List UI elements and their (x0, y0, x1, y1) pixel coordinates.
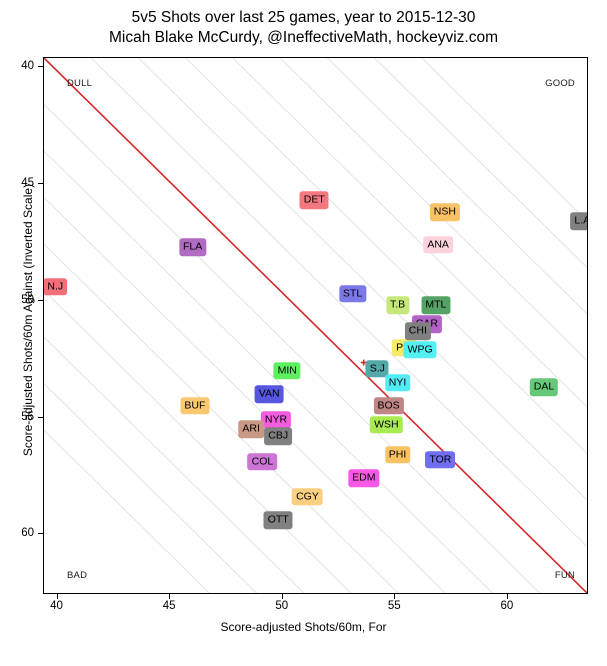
corner-label-good: GOOD (545, 78, 575, 89)
team-marker: ANA (423, 236, 453, 254)
team-marker: DET (299, 191, 329, 210)
team-marker: WSH (370, 415, 403, 434)
y-tick-mark (38, 299, 43, 301)
plot-area: DULL GOOD BAD FUN ✚ N.J FLA DET NSH L.A ANA ST… (43, 57, 588, 594)
team-marker: VAN (254, 385, 284, 403)
team-marker: NYI (384, 373, 411, 392)
team-marker: WPG (403, 341, 437, 359)
chart-subtitle-line-2: Micah Blake McCurdy, @IneffectiveMath, h… (108, 28, 499, 46)
corner-label-bad: BAD (67, 570, 88, 581)
team-marker: PHI (384, 446, 411, 464)
reference-line (44, 58, 587, 593)
x-tick-mark (56, 594, 58, 599)
x-tick-mark (506, 594, 508, 599)
team-marker: OTT (263, 511, 293, 530)
y-tick-label: 40 (21, 60, 34, 73)
team-marker: L.A (570, 212, 587, 231)
team-marker: DAL (529, 378, 559, 396)
x-tick-mark (394, 594, 396, 599)
team-marker: COL (247, 453, 278, 471)
chart-title-block: 5v5 Shots over last 25 games, year to 20… (0, 8, 607, 48)
y-tick-label: 60 (21, 527, 34, 540)
team-marker: MTL (421, 296, 451, 315)
chart-title-line-1: 5v5 Shots over last 25 games, year to 20… (131, 9, 476, 26)
team-marker: CHI (404, 322, 431, 340)
x-tick-label: 45 (162, 600, 176, 612)
team-marker: BOS (373, 397, 404, 415)
team-marker: TOR (425, 450, 456, 469)
y-tick-label: 50 (21, 293, 34, 306)
y-tick-mark (38, 66, 43, 68)
x-tick-label: 60 (500, 600, 514, 612)
y-axis-label: Score-adjusted Shots/60m Against (Invert… (21, 183, 35, 457)
team-marker: NSH (429, 203, 460, 221)
team-marker: ARI (238, 420, 264, 438)
corner-label-dull: DULL (67, 78, 93, 89)
x-tick-mark (169, 594, 171, 599)
team-marker: T.B (385, 296, 410, 315)
team-marker: FLA (178, 238, 207, 256)
team-marker: N.J (44, 278, 68, 296)
x-tick-label: 50 (275, 600, 289, 612)
team-marker: BUF (180, 397, 210, 415)
diagonal-gridlines (44, 58, 587, 593)
x-tick-mark (281, 594, 283, 599)
team-marker: MIN (273, 362, 301, 380)
center-marker: ✚ (360, 358, 368, 368)
y-tick-label: 45 (21, 177, 34, 190)
corner-label-fun: FUN (554, 570, 575, 581)
y-tick-label: 55 (21, 410, 34, 423)
y-tick-mark (38, 533, 43, 535)
y-tick-mark (38, 183, 43, 185)
x-axis-label: Score-adjusted Shots/60m, For (220, 620, 387, 634)
x-tick-label: 40 (50, 600, 63, 612)
y-tick-mark (38, 416, 43, 418)
team-marker: EDM (348, 469, 380, 487)
x-tick-label: 55 (387, 600, 401, 612)
team-marker: S.J (365, 359, 389, 378)
team-marker: CBJ (264, 427, 293, 445)
team-marker: CGY (292, 488, 323, 506)
team-marker: STL (338, 285, 367, 303)
team-marker: NYR (260, 411, 292, 429)
